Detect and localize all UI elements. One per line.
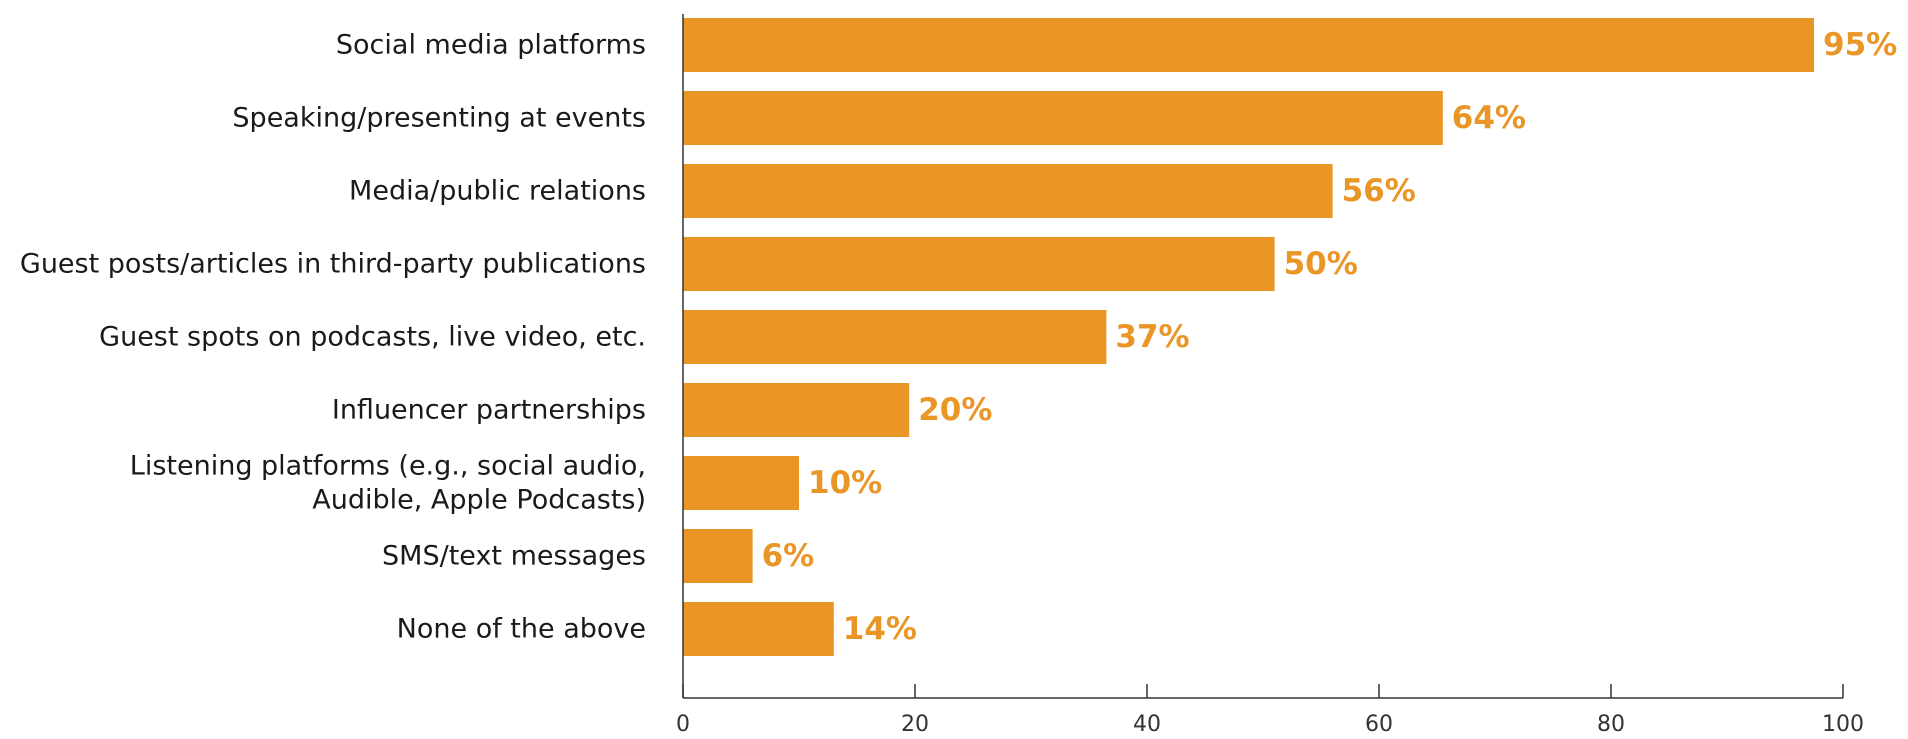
bar-7: [683, 529, 753, 583]
bars-group: [683, 18, 1814, 656]
x-tick-label-2: 40: [1133, 712, 1161, 737]
value-label-3: 50%: [1284, 246, 1358, 282]
bar-3: [683, 237, 1275, 291]
bar-5: [683, 383, 910, 437]
x-tick-label-5: 100: [1822, 712, 1864, 737]
bar-8: [683, 602, 834, 656]
category-label-7: SMS/text messages: [382, 541, 646, 572]
category-label-3: Guest posts/articles in third-party publ…: [20, 249, 646, 280]
category-label-6-line-1: Audible, Apple Podcasts): [312, 485, 646, 516]
x-tick-label-3: 60: [1365, 712, 1393, 737]
category-label-6-line-0: Listening platforms (e.g., social audio,: [130, 451, 646, 482]
category-label-2: Media/public relations: [349, 176, 646, 207]
value-label-2: 56%: [1342, 173, 1416, 209]
x-tick-label-1: 20: [901, 712, 929, 737]
bar-6: [683, 456, 799, 510]
category-label-0: Social media platforms: [336, 30, 646, 61]
bar-2: [683, 164, 1333, 218]
category-label-5: Influencer partnerships: [332, 395, 646, 426]
value-label-6: 10%: [808, 465, 882, 501]
value-label-8: 14%: [843, 611, 917, 647]
value-label-7: 6%: [762, 538, 815, 574]
value-label-4: 37%: [1115, 319, 1189, 355]
value-label-1: 64%: [1452, 100, 1526, 136]
category-label-1: Speaking/presenting at events: [232, 103, 646, 134]
bar-1: [683, 91, 1443, 145]
axes-group: 0 20 40 60 80 100: [676, 14, 1864, 737]
category-label-4: Guest spots on podcasts, live video, etc…: [99, 322, 646, 353]
x-tick-label-4: 80: [1597, 712, 1625, 737]
category-label-8: None of the above: [397, 614, 646, 645]
x-tick-label-0: 0: [676, 712, 690, 737]
value-labels-group: 95% 64% 56% 50% 37% 20% 10% 6% 14%: [762, 27, 1898, 647]
value-label-0: 95%: [1823, 27, 1897, 63]
bar-4: [683, 310, 1107, 364]
category-labels-group: Social media platforms Speaking/presentin…: [20, 30, 646, 645]
value-label-5: 20%: [918, 392, 992, 428]
bar-0: [683, 18, 1814, 72]
